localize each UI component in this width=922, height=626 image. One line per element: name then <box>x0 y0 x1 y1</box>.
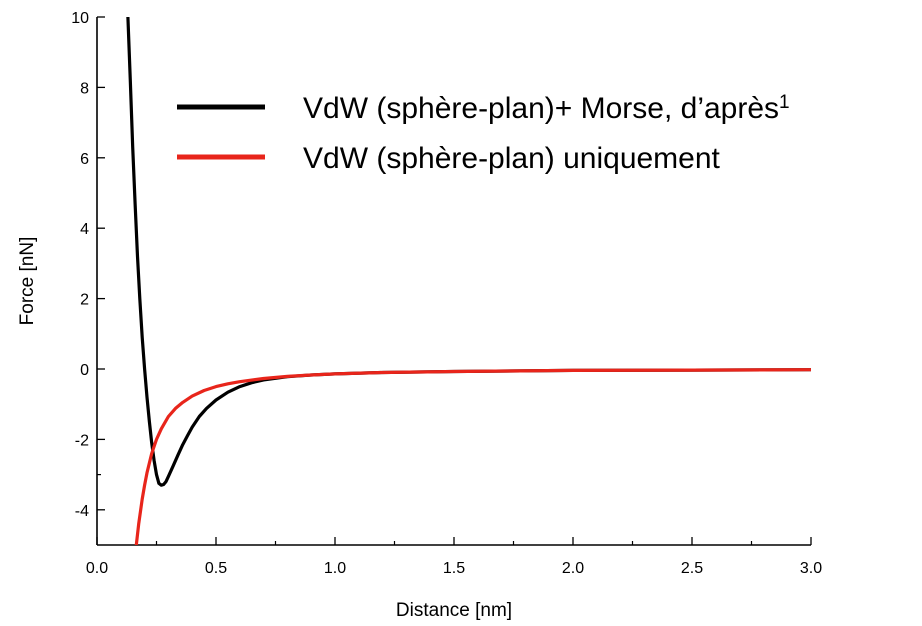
x-tick-label: 3.0 <box>800 560 822 577</box>
y-tick-label: -4 <box>75 503 89 520</box>
legend: VdW (sphère-plan)+ Morse, d’après1 VdW (… <box>177 92 790 175</box>
series-line-0 <box>126 17 811 487</box>
legend-label-black: VdW (sphère-plan)+ Morse, d’après1 <box>303 92 790 125</box>
x-tick-label: 2.0 <box>562 560 584 577</box>
legend-label-red: VdW (sphère-plan) uniquement <box>303 142 721 175</box>
y-axis-title: Force [nN] <box>17 237 38 326</box>
y-tick-label: 8 <box>80 80 89 97</box>
y-tick-label: 10 <box>71 10 89 27</box>
x-axis-title: Distance [nm] <box>396 600 512 621</box>
legend-label-black-text: VdW (sphère-plan)+ Morse, d’après <box>303 92 779 125</box>
legend-label-black-superscript: 1 <box>779 92 790 113</box>
series-layer <box>126 17 811 545</box>
x-tick-label: 0.0 <box>86 560 108 577</box>
y-ticks: 10 8 6 4 2 0 -2 -4 <box>71 10 105 520</box>
y-tick-label: 6 <box>80 151 89 168</box>
x-ticks: 0.0 0.5 1.0 1.5 2.0 2.5 3.0 <box>86 537 822 577</box>
y-tick-label: 0 <box>80 362 89 379</box>
y-tick-label: 4 <box>80 221 89 238</box>
x-tick-label: 1.0 <box>324 560 346 577</box>
y-tick-label: 2 <box>80 292 89 309</box>
x-tick-label: 1.5 <box>443 560 465 577</box>
y-tick-label: -2 <box>75 432 89 449</box>
x-tick-label: 2.5 <box>681 560 703 577</box>
series-line-1 <box>134 368 811 545</box>
x-tick-label: 0.5 <box>205 560 227 577</box>
